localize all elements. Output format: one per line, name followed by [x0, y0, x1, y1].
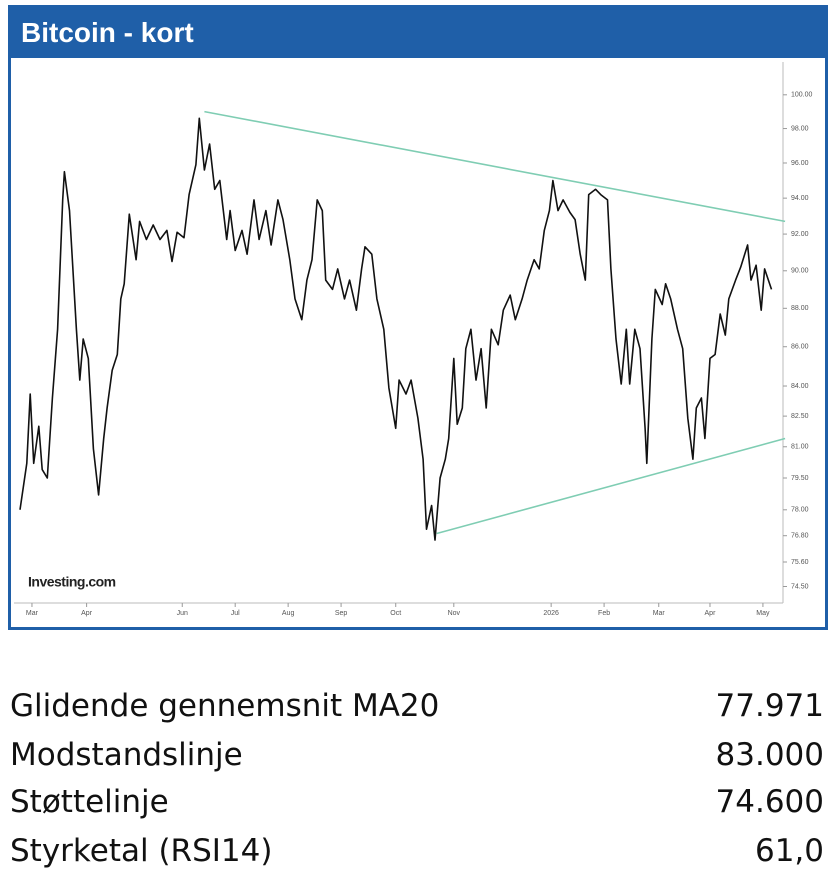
x-tick-label: Apr	[81, 610, 93, 617]
row-label: Styrketal (RSI14)	[10, 833, 273, 869]
x-tick-label: Jul	[231, 610, 240, 617]
table-row: Støttelinje 74.600	[10, 784, 824, 820]
y-tick-label: 88.00	[791, 305, 809, 312]
card: Bitcoin - kort	[8, 5, 828, 630]
y-tick-label: 79.50	[791, 475, 809, 482]
x-tick-label: May	[756, 610, 770, 617]
trendline	[204, 110, 786, 223]
row-value: 74.600	[715, 784, 824, 820]
y-tick-label: 92.00	[791, 231, 809, 238]
table-row: Glidende gennemsnit MA20 77.971	[10, 688, 824, 724]
row-label: Støttelinje	[10, 784, 169, 820]
card-title: Bitcoin - kort	[21, 17, 194, 48]
x-tick-label: 2026	[543, 610, 559, 617]
table-row: Modstandslinje 83.000	[10, 737, 824, 773]
x-tick-label: Jun	[177, 610, 188, 617]
y-tick-label: 74.50	[791, 583, 809, 590]
x-tick-label: Mar	[653, 610, 666, 617]
y-tick-label: 76.80	[791, 533, 809, 540]
table-row: Styrketal (RSI14) 61,0	[10, 833, 824, 869]
y-tick-label: 98.00	[791, 125, 809, 132]
row-value: 83.000	[715, 737, 824, 773]
x-tick-label: Aug	[282, 610, 295, 617]
row-value: 77.971	[715, 688, 824, 724]
x-tick-label: Nov	[448, 610, 461, 617]
x-tick-label: Apr	[705, 610, 717, 617]
y-tick-label: 90.00	[791, 268, 809, 275]
x-tick-label: Mar	[26, 610, 39, 617]
row-label: Glidende gennemsnit MA20	[10, 688, 440, 724]
y-tick-label: 81.00	[791, 444, 809, 451]
y-tick-label: 78.00	[791, 507, 809, 514]
y-tick-label: 96.00	[791, 160, 809, 167]
chart: 100.00 98.00 96.00 94.00 92.00 90.00 88.00 86.0…	[14, 62, 813, 617]
y-tick-label: 82.50	[791, 413, 809, 420]
x-tick-label: Feb	[598, 610, 610, 617]
y-tick-label: 94.00	[791, 195, 809, 202]
trendline	[436, 437, 786, 535]
y-tick-label: 100.00	[791, 92, 813, 99]
row-value: 61,0	[754, 833, 824, 869]
y-tick-label: 86.00	[791, 344, 809, 351]
y-tick-label: 75.60	[791, 559, 809, 566]
source-logo: Investing.com	[28, 574, 116, 590]
price-line	[19, 117, 773, 541]
row-label: Modstandslinje	[10, 737, 243, 773]
card-header: Bitcoin - kort	[11, 8, 825, 58]
x-tick-label: Oct	[390, 610, 401, 617]
x-tick-label: Sep	[335, 610, 348, 617]
y-tick-label: 84.00	[791, 383, 809, 390]
